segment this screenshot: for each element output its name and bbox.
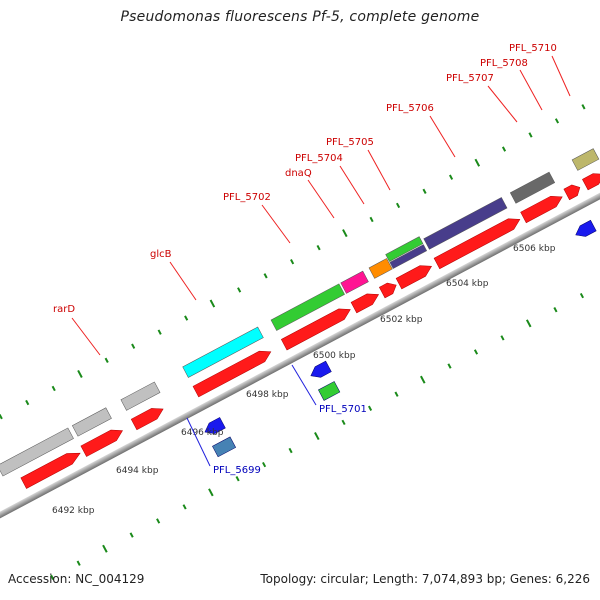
kbp-label: 6506 kbp — [513, 244, 556, 254]
gene-box — [423, 197, 508, 250]
gene-label-glcB: glcB — [150, 249, 172, 260]
kbp-label: 6496 kbp — [181, 428, 224, 438]
gene-box — [389, 244, 428, 269]
gene-label-PFL_5705: PFL_5705 — [326, 137, 374, 148]
leader-lines-reverse — [186, 364, 317, 467]
kbp-label: 6502 kbp — [380, 315, 423, 325]
gene-box — [368, 258, 393, 279]
cds-forward-track — [20, 173, 600, 489]
gene-label-PFL_5699: PFL_5699 — [213, 465, 261, 476]
cds-arrow — [378, 282, 397, 299]
inner-tick-row — [50, 292, 585, 580]
gene-label-dnaQ: dnaQ — [285, 168, 312, 179]
cds-reverse-track — [204, 219, 597, 458]
cds-arrow — [395, 265, 433, 290]
kbp-label: 6498 kbp — [246, 390, 289, 400]
cds-arrow — [192, 350, 272, 398]
gene-labels-forward: rarD glcB PFL_5702 dnaQ PFL_5704 PFL_570… — [53, 43, 557, 315]
accession-text: Accession: NC_004129 — [8, 572, 145, 586]
outer-tick-row — [0, 104, 586, 420]
gene-box — [509, 171, 556, 204]
gene-box — [0, 427, 74, 477]
gene-box — [340, 270, 369, 294]
gene-labels-reverse: PFL_5699 PFL_5701 — [213, 404, 367, 476]
gene-label-PFL_5701: PFL_5701 — [319, 404, 367, 415]
gene-box-reverse — [212, 436, 237, 458]
cds-arrow-reverse — [204, 417, 226, 434]
map-title: Pseudomonas fluorescens Pf-5, complete g… — [120, 9, 480, 25]
kbp-label: 6492 kbp — [52, 506, 95, 516]
cds-arrow-reverse — [310, 360, 332, 378]
genome-summary-text: Topology: circular; Length: 7,074,893 bp… — [260, 572, 590, 586]
gene-label-PFL_5706: PFL_5706 — [386, 103, 434, 114]
cds-arrow — [20, 452, 81, 489]
cds-arrow — [280, 308, 351, 351]
gene-forward-track — [0, 148, 600, 477]
gene-box — [270, 283, 345, 331]
gene-box — [120, 381, 161, 411]
kbp-label: 6494 kbp — [116, 466, 159, 476]
gene-box — [182, 326, 264, 378]
kbp-label: 6504 kbp — [446, 279, 489, 289]
gene-box — [571, 148, 600, 171]
cds-arrow — [130, 408, 164, 431]
gene-label-PFL_5704: PFL_5704 — [295, 153, 343, 164]
cds-arrow-reverse — [575, 219, 597, 237]
cds-arrow — [520, 195, 563, 224]
leader-lines-forward — [71, 55, 571, 356]
kbp-label: 6500 kbp — [313, 351, 356, 361]
scale-labels: 6492 kbp 6494 kbp 6496 kbp 6498 kbp 6500… — [52, 244, 556, 516]
gene-box — [71, 407, 112, 437]
gene-box-reverse — [318, 381, 341, 401]
gene-label-rarD: rarD — [53, 304, 75, 315]
cds-arrow — [582, 173, 600, 191]
gene-label-PFL_5707: PFL_5707 — [446, 73, 494, 84]
gene-label-PFL_5710: PFL_5710 — [509, 43, 557, 54]
gene-label-PFL_5702: PFL_5702 — [223, 192, 271, 203]
genome-backbone — [0, 134, 600, 544]
gene-label-PFL_5708: PFL_5708 — [480, 58, 528, 69]
cds-arrow — [350, 293, 380, 314]
cds-arrow — [563, 184, 581, 201]
gene-box — [385, 236, 424, 262]
cds-arrow — [80, 429, 123, 457]
cds-arrow — [433, 218, 521, 270]
